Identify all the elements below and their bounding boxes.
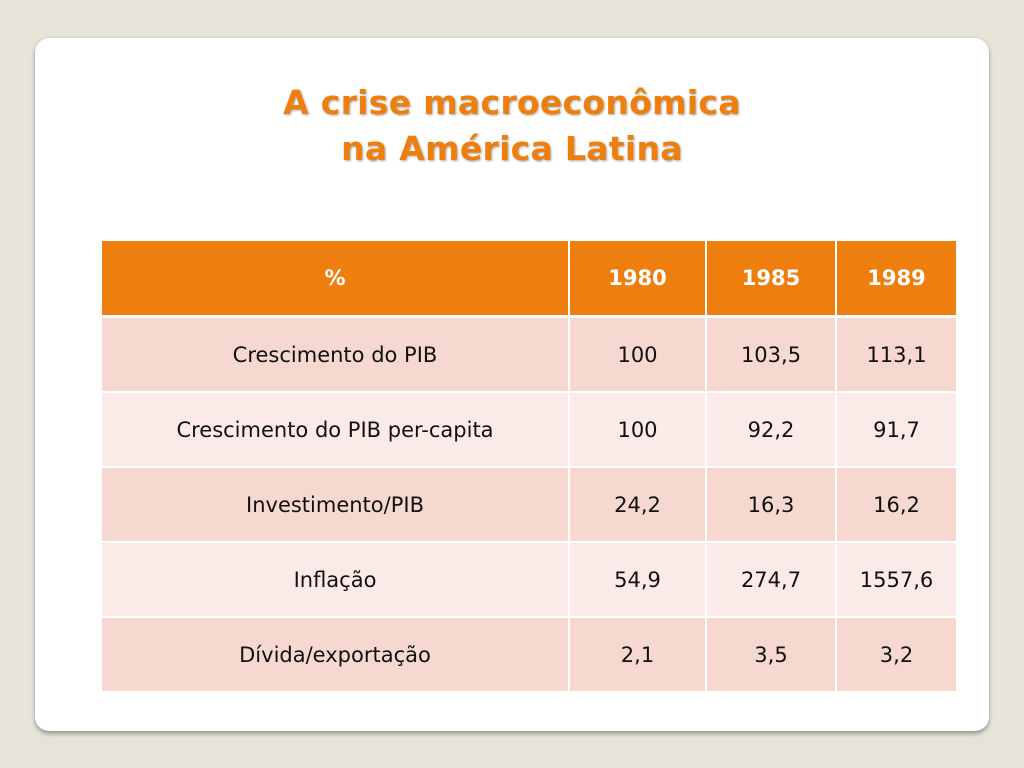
slide-title-line-2: na América Latina [341,129,683,168]
table-row: Dívida/exportação 2,1 3,5 3,2 [100,616,958,693]
cell-1985: 3,5 [705,616,837,693]
header-cell-percent: % [100,239,570,318]
cell-1980: 100 [568,315,707,393]
row-label: Dívida/exportação [100,616,570,693]
cell-1989: 16,2 [835,466,958,543]
slide-title: A crise macroeconômica na América Latina [0,80,1024,172]
header-cell-1989: 1989 [835,239,958,318]
table-row: Crescimento do PIB 100 103,5 113,1 [100,315,958,393]
header-cell-1985: 1985 [705,239,837,318]
cell-1980: 54,9 [568,541,707,618]
cell-1989: 91,7 [835,391,958,468]
row-label: Inflação [100,541,570,618]
row-label: Crescimento do PIB per-capita [100,391,570,468]
table-row: Investimento/PIB 24,2 16,3 16,2 [100,466,958,543]
cell-1980: 2,1 [568,616,707,693]
header-cell-1980: 1980 [568,239,707,318]
cell-1989: 1557,6 [835,541,958,618]
cell-1989: 113,1 [835,315,958,393]
table-row: Inflação 54,9 274,7 1557,6 [100,541,958,618]
cell-1985: 16,3 [705,466,837,543]
cell-1985: 103,5 [705,315,837,393]
data-table: % 1980 1985 1989 Crescimento do PIB 100 … [100,239,958,693]
cell-1985: 92,2 [705,391,837,468]
row-label: Crescimento do PIB [100,315,570,393]
cell-1985: 274,7 [705,541,837,618]
table-row: Crescimento do PIB per-capita 100 92,2 9… [100,391,958,468]
cell-1980: 100 [568,391,707,468]
row-label: Investimento/PIB [100,466,570,543]
cell-1989: 3,2 [835,616,958,693]
table-header-row: % 1980 1985 1989 [100,239,958,318]
cell-1980: 24,2 [568,466,707,543]
slide-title-line-1: A crise macroeconômica [283,83,741,122]
